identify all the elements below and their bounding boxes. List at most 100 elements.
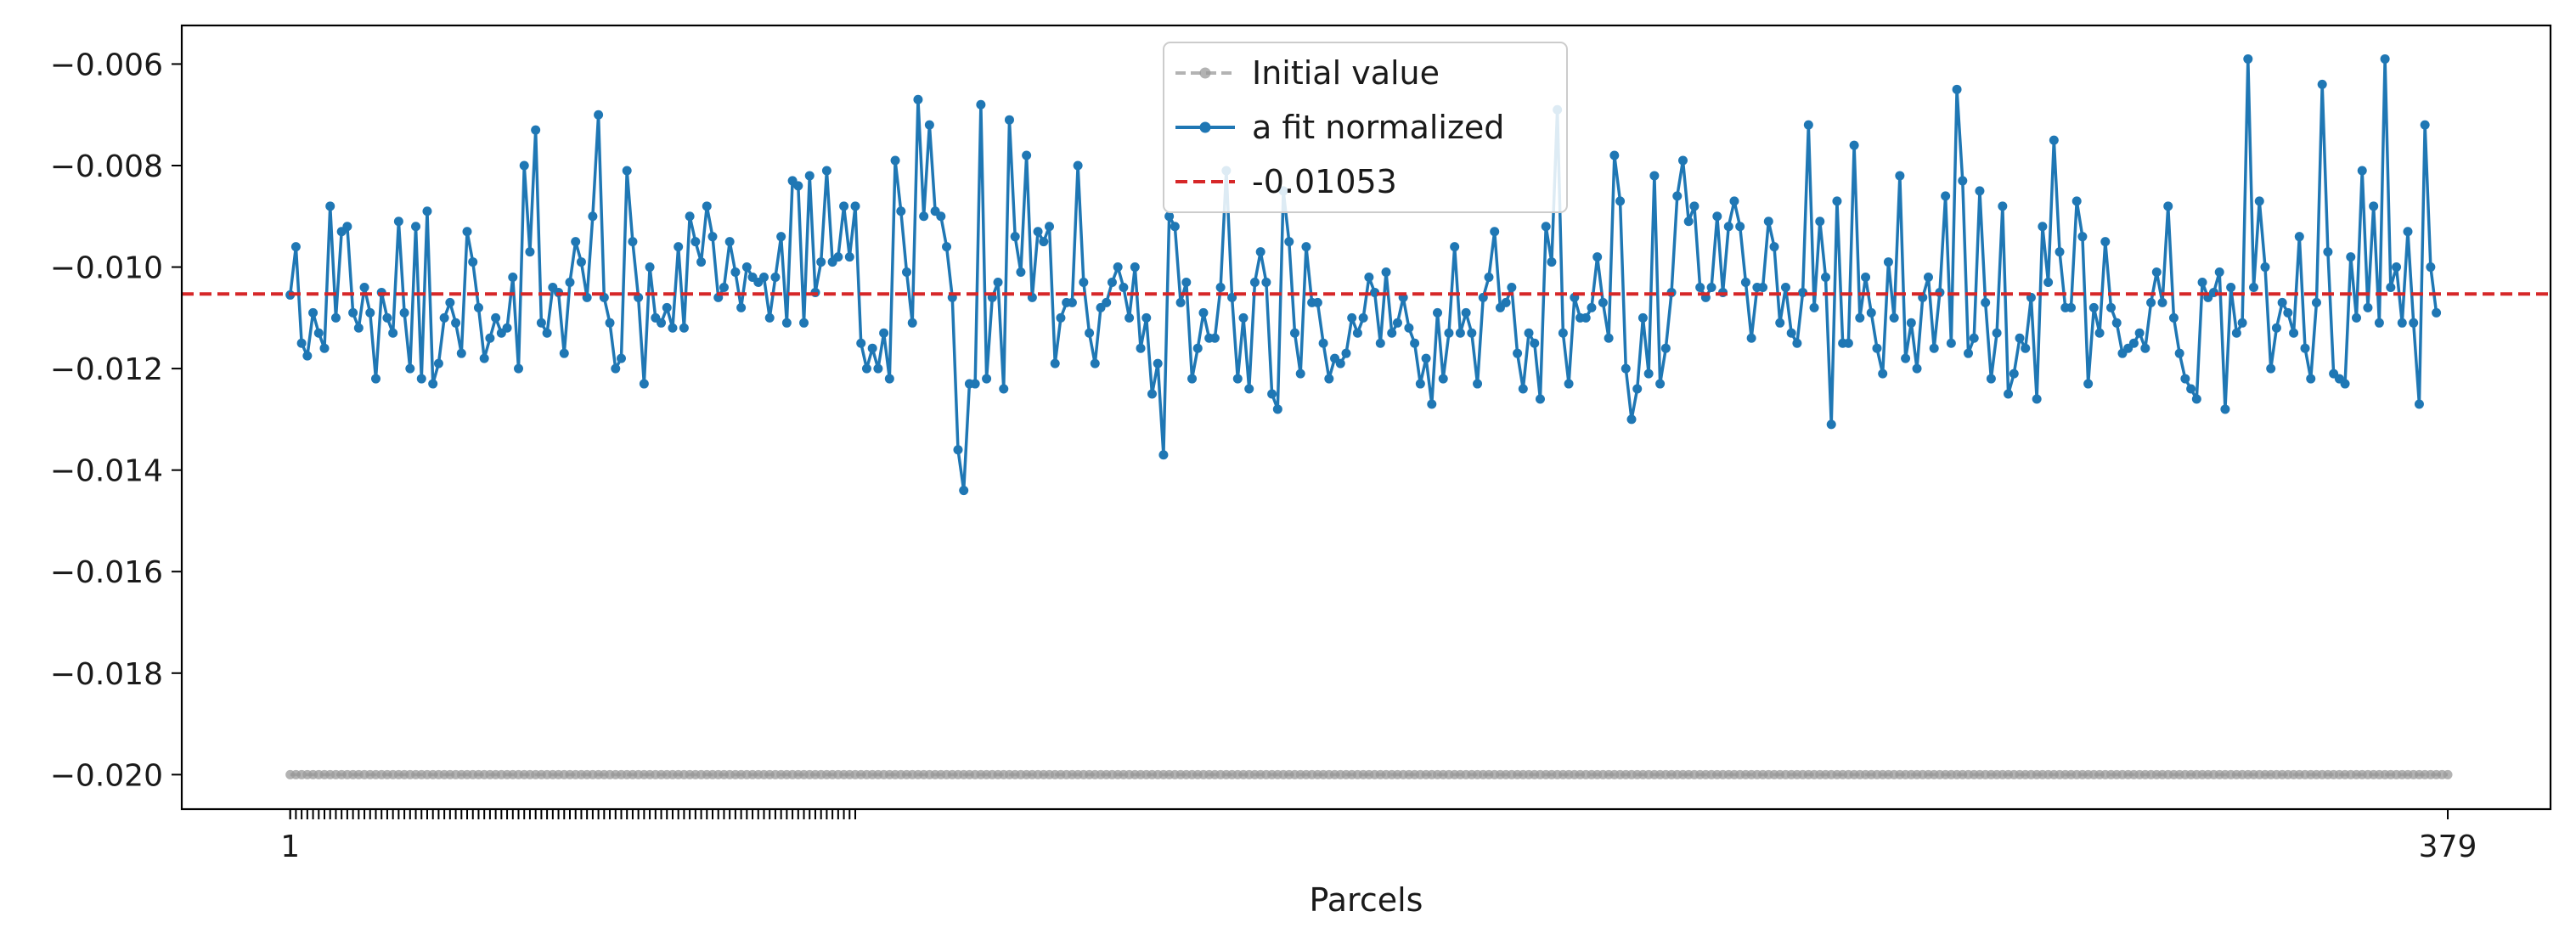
fit-normalized-point [456,348,466,358]
fit-normalized-point [2055,247,2065,257]
initial-value-point [2443,769,2453,779]
fit-normalized-point [2277,297,2287,307]
fit-normalized-point [1998,201,2008,211]
fit-normalized-point [502,323,512,333]
fit-normalized-point [1513,348,1523,358]
fit-normalized-point [319,343,330,353]
fit-normalized-point [605,318,615,328]
y-tick-label: −0.012 [50,352,163,387]
fit-normalized-point [2266,363,2276,374]
fit-normalized-point [2140,343,2150,353]
fit-normalized-point [2077,232,2088,242]
fit-normalized-point [1581,312,1591,323]
fit-normalized-point [2403,227,2413,237]
fit-normalized-point [371,374,380,384]
fit-normalized-point [1637,312,1648,323]
fit-normalized-point [833,252,843,262]
fit-normalized-point [359,282,369,292]
fit-normalized-point [1181,277,1192,287]
fit-normalized-point [1433,307,1443,318]
fit-normalized-point [1073,160,1083,171]
fit-normalized-point [1255,247,1265,257]
fit-normalized-point [2032,394,2042,404]
fit-normalized-point [707,232,718,242]
fit-normalized-point [913,94,923,104]
fit-normalized-point [325,201,335,211]
fit-normalized-point [1392,318,1402,328]
fit-normalized-point [468,257,478,267]
fit-normalized-point [382,312,392,323]
fit-normalized-point [959,486,969,496]
legend-label: Initial value [1252,54,1440,92]
fit-normalized-point [1085,328,1095,338]
fit-normalized-point [1883,257,1893,267]
fit-normalized-point [1986,374,1996,384]
fit-normalized-point [976,99,986,110]
fit-normalized-point [1895,171,1905,181]
fit-normalized-point [993,277,1003,287]
fit-normalized-point [1147,389,1157,399]
fit-normalized-point [1175,297,1186,307]
x-axis-label: Parcels [1310,881,1423,919]
fit-normalized-point [1649,171,1660,181]
fit-series [285,53,2442,496]
fit-normalized-point [696,257,707,267]
fit-normalized-point [1901,353,1911,363]
fit-normalized-point [1746,333,1756,343]
y-tick-label: −0.006 [50,48,163,82]
legend-item-fit-normalized: a fit normalized [1175,109,1504,146]
fit-normalized-point [1821,273,1830,283]
fit-normalized-point [525,247,535,257]
legend-marker [1199,67,1211,79]
fit-normalized-point [1524,328,1534,338]
fit-normalized-point [542,328,552,338]
fit-normalized-point [999,384,1009,394]
fit-normalized-point [2237,318,2247,328]
fit-normalized-point [1381,267,1391,278]
fit-normalized-point [1404,323,1414,333]
fit-normalized-point [1501,297,1511,307]
fit-normalized-point [462,227,472,237]
fit-normalized-point [2151,267,2162,278]
fit-normalized-point [559,348,569,358]
fit-normalized-point [1318,338,1328,348]
fit-normalized-point [1587,302,1597,312]
fit-normalized-point [1632,384,1643,394]
fit-normalized-point [1541,222,1551,232]
fit-normalized-point [1803,120,1813,130]
fit-normalized-point [1272,404,1282,414]
fit-normalized-point [1621,363,1631,374]
fit-normalized-point [2249,282,2259,292]
fit-normalized-point [1769,242,1779,252]
fit-normalized-point [411,222,421,232]
fit-normalized-point [2021,343,2031,353]
fit-normalized-point [1683,217,1694,227]
fit-normalized-point [1660,343,1671,353]
fit-normalized-point [1461,307,1471,318]
fit-normalized-point [2094,328,2105,338]
fit-normalized-point [2323,247,2333,257]
fit-normalized-point [804,171,815,181]
fit-normalized-point [1643,368,1654,379]
fit-normalized-point [662,302,672,312]
fit-normalized-point [313,328,324,338]
fit-normalized-point [2220,404,2230,414]
x-axis: 1 379 [280,809,2477,864]
fit-normalized-point [1187,374,1198,384]
fit-normalized-point [730,267,741,278]
fit-normalized-point [1107,277,1117,287]
fit-normalized-point [628,237,638,247]
fit-normalized-point [2083,379,2094,389]
fit-normalized-point [1347,312,1357,323]
fit-normalized-point [2300,343,2310,353]
fit-normalized-point [2128,338,2139,348]
fit-normalized-point [1723,222,1733,232]
fit-normalized-point [2088,302,2099,312]
fit-normalized-point [1335,358,1345,368]
fit-normalized-point [1740,277,1750,287]
fit-normalized-point [685,211,695,222]
fit-normalized-point [1158,450,1169,460]
fit-normalized-point [1130,262,1140,273]
fit-normalized-point [1244,384,1254,394]
